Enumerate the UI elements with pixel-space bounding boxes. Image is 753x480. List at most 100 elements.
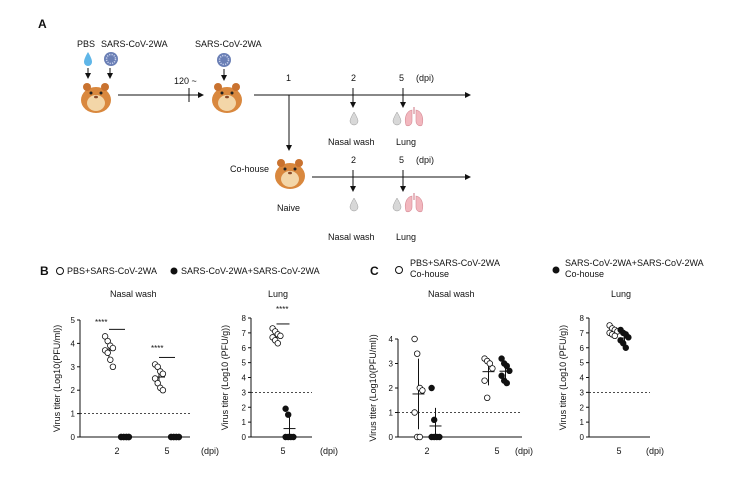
data-point bbox=[503, 362, 510, 370]
data-point bbox=[414, 350, 421, 357]
dpi-label-row2: (dpi) bbox=[416, 155, 434, 165]
interval-label: 120 ~ bbox=[174, 76, 197, 86]
legend-filled-label: SARS-CoV-2WA+SARS-CoV-2WA bbox=[181, 266, 320, 276]
y-tick-label: 1 bbox=[580, 418, 585, 427]
nasal-wash-drop-icon bbox=[392, 111, 402, 126]
data-point bbox=[503, 379, 510, 387]
legend-open-line2: Co-house bbox=[410, 269, 449, 279]
chart-1: Nasal wash 0 1 2 3 4 5 Virus titer (Log10(PFU/m… bbox=[52, 289, 190, 456]
panel-c-lung-dpi: (dpi) bbox=[646, 446, 664, 456]
data-point bbox=[101, 333, 109, 340]
data-point bbox=[109, 344, 117, 352]
day-5-row2: 5 bbox=[399, 155, 404, 165]
panel-b-dpi: (dpi) bbox=[201, 446, 219, 456]
nasal-wash-label-row2: Nasal wash bbox=[328, 232, 375, 242]
legend-filled-line1: SARS-CoV-2WA+SARS-CoV-2WA bbox=[565, 258, 704, 268]
data-point bbox=[159, 370, 167, 378]
legend-open-label: PBS+SARS-CoV-2WA bbox=[67, 266, 157, 276]
data-point bbox=[489, 365, 496, 372]
x-tick-label: 2 bbox=[424, 446, 429, 456]
y-tick-label: 0 bbox=[71, 433, 76, 442]
y-tick-label: 0 bbox=[389, 433, 394, 442]
y-tick-label: 3 bbox=[71, 363, 76, 372]
y-tick-label: 3 bbox=[389, 360, 394, 369]
data-point bbox=[481, 377, 488, 384]
data-point bbox=[107, 356, 114, 363]
y-axis-label: Virus titer (Log10 (PFU/g)) bbox=[558, 325, 568, 430]
nasal-wash-label: Nasal wash bbox=[328, 137, 375, 147]
y-tick-label: 4 bbox=[580, 374, 585, 383]
data-point bbox=[431, 416, 438, 424]
data-point bbox=[154, 379, 161, 387]
data-point bbox=[625, 334, 632, 341]
y-tick-label: 6 bbox=[242, 344, 247, 353]
data-point bbox=[159, 387, 167, 394]
data-point bbox=[506, 367, 513, 375]
legend-filled-marker bbox=[170, 267, 178, 275]
x-tick-label: 5 bbox=[616, 446, 621, 456]
y-tick-label: 3 bbox=[242, 388, 247, 397]
x-tick-label: 5 bbox=[164, 446, 169, 456]
legend-open-line1: PBS+SARS-CoV-2WA bbox=[410, 258, 500, 268]
chart-title: Lung bbox=[268, 289, 288, 299]
y-tick-label: 6 bbox=[580, 344, 585, 353]
legend-open-marker bbox=[395, 266, 403, 274]
y-tick-label: 4 bbox=[242, 374, 247, 383]
chart-title: Nasal wash bbox=[110, 289, 157, 299]
data-point bbox=[285, 411, 292, 418]
data-point bbox=[428, 384, 435, 392]
data-point bbox=[611, 332, 618, 340]
data-point bbox=[498, 372, 505, 379]
y-tick-label: 7 bbox=[580, 329, 585, 338]
pbs-label: PBS bbox=[77, 39, 95, 49]
day-2-row2: 2 bbox=[351, 155, 356, 165]
y-tick-label: 1 bbox=[389, 409, 394, 418]
y-tick-label: 4 bbox=[71, 339, 76, 348]
legend-filled-marker bbox=[552, 266, 560, 274]
data-point bbox=[431, 433, 438, 441]
y-tick-label: 2 bbox=[580, 403, 585, 412]
virus2-label: SARS-CoV-2WA bbox=[195, 39, 262, 49]
panel-b: B PBS+SARS-CoV-2WA SARS-CoV-2WA+SARS-CoV… bbox=[40, 264, 338, 456]
x-tick-label: 5 bbox=[494, 446, 499, 456]
data-point bbox=[125, 433, 133, 441]
y-tick-label: 2 bbox=[242, 403, 247, 412]
lung-label-row2: Lung bbox=[396, 232, 416, 242]
nasal-wash-drop-icon bbox=[349, 111, 359, 126]
data-point bbox=[411, 335, 418, 343]
lung-icon bbox=[404, 192, 424, 213]
y-tick-label: 3 bbox=[580, 388, 585, 397]
y-tick-label: 4 bbox=[389, 335, 394, 344]
data-point bbox=[436, 433, 443, 441]
panel-a: A PBS SARS-CoV-2WA SARS-CoV-2WA 120 ~ 1 … bbox=[38, 17, 471, 242]
sig-label: **** bbox=[151, 344, 163, 353]
hamster-icon bbox=[275, 159, 305, 189]
virus1-label: SARS-CoV-2WA bbox=[101, 39, 168, 49]
y-tick-label: 1 bbox=[71, 410, 76, 419]
data-point bbox=[109, 363, 117, 370]
panel-b-letter: B bbox=[40, 264, 49, 278]
hamster-icon bbox=[212, 83, 242, 113]
sig-label: **** bbox=[276, 305, 288, 314]
data-point bbox=[484, 394, 491, 401]
lung-label: Lung bbox=[396, 137, 416, 147]
y-tick-label: 7 bbox=[242, 329, 247, 338]
cohouse-label: Co-house bbox=[230, 164, 269, 174]
data-point bbox=[154, 363, 161, 370]
y-tick-label: 5 bbox=[580, 359, 585, 368]
y-axis-label: Virus titer (Log10(PFU/ml)) bbox=[368, 334, 378, 441]
data-point bbox=[104, 349, 111, 356]
sig-label: **** bbox=[95, 318, 107, 327]
data-point bbox=[104, 337, 111, 345]
chart-4: Lung 0 1 2 3 4 5 6 7 8 Virus titer (Log10 (PFU/g))… bbox=[558, 289, 650, 456]
data-point bbox=[282, 405, 289, 412]
data-point bbox=[486, 360, 493, 367]
pbs-drop-icon bbox=[84, 52, 92, 66]
naive-label: Naive bbox=[277, 203, 300, 213]
y-tick-label: 5 bbox=[71, 316, 76, 325]
y-tick-label: 0 bbox=[242, 433, 247, 442]
nasal-wash-drop-icon bbox=[349, 197, 359, 212]
y-tick-label: 0 bbox=[580, 433, 585, 442]
data-point bbox=[419, 387, 426, 394]
